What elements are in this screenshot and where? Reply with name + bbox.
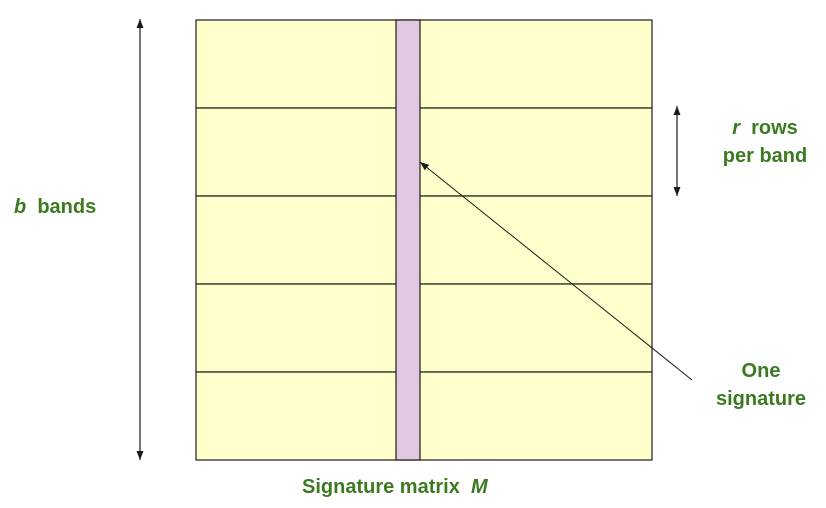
signature-line: signature — [715, 388, 807, 410]
signature-pointer-arrow — [419, 161, 693, 381]
rows-variable: r — [732, 117, 740, 139]
band — [195, 371, 653, 461]
band — [195, 195, 653, 285]
rows-text: rows — [751, 117, 798, 139]
rows-line: r rows — [712, 114, 818, 142]
bands-text: bands — [37, 196, 97, 218]
band — [195, 283, 653, 373]
caption-text: Signature matrix — [302, 476, 460, 498]
band — [195, 107, 653, 197]
one-signature-label: One signature — [702, 357, 820, 413]
signature-column — [395, 19, 421, 461]
per-band-line: per band — [722, 145, 808, 167]
rows-per-band-label: r rows per band — [712, 114, 818, 170]
bands-label: b bands — [14, 193, 96, 221]
caption-variable: M — [470, 476, 488, 498]
bands-variable: b — [14, 196, 27, 218]
band — [195, 19, 653, 109]
one-line: One — [741, 360, 781, 382]
bands — [195, 19, 653, 461]
matrix-caption: Signature matrix M — [302, 473, 488, 501]
